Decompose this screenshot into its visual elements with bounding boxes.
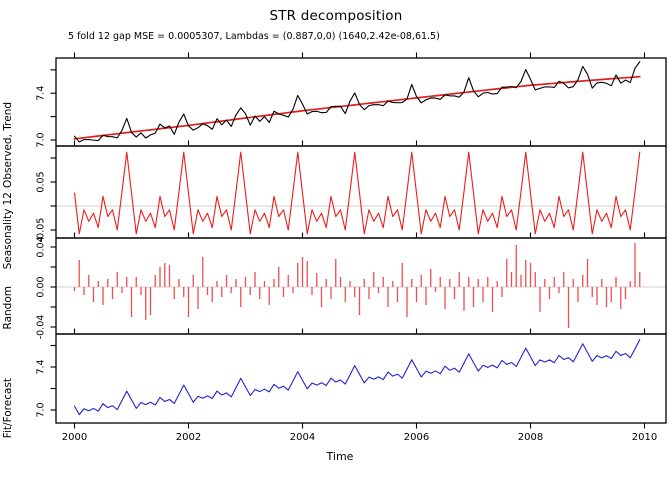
observed-line — [73, 61, 641, 143]
fit-line — [73, 339, 641, 416]
y-tick-label: 0.04 — [36, 236, 47, 257]
chart-subtitle: 5 fold 12 gap MSE = 0.0005307, Lambdas =… — [68, 31, 440, 42]
y-tick-label: -0.05 — [36, 218, 47, 243]
seasonal-line — [73, 151, 641, 235]
panel-border-fit_forecast — [55, 333, 667, 424]
x-axis-title: Time — [326, 450, 354, 463]
trend-line — [73, 75, 641, 140]
y-tick-label: 7.0 — [36, 402, 47, 417]
y-tick-label: 0.00 — [36, 276, 47, 297]
y-tick-label: 7.4 — [36, 359, 47, 374]
x-tick-label: 2002 — [176, 432, 201, 443]
x-tick-label: 2010 — [632, 432, 657, 443]
panel-border-random — [55, 237, 667, 335]
y-tick-label: 7.0 — [36, 132, 47, 147]
y-tick-label: -0.04 — [36, 315, 47, 340]
x-tick-label: 2000 — [62, 432, 87, 443]
x-tick-label: 2004 — [290, 432, 315, 443]
y-tick-label: 0.05 — [36, 171, 47, 192]
y-tick-label: 7.4 — [36, 86, 47, 101]
x-tick-label: 2008 — [518, 432, 543, 443]
x-tick-label: 2006 — [404, 432, 429, 443]
chart-title: STR decomposition — [269, 8, 403, 24]
panel-border-observed_trend — [55, 57, 667, 147]
